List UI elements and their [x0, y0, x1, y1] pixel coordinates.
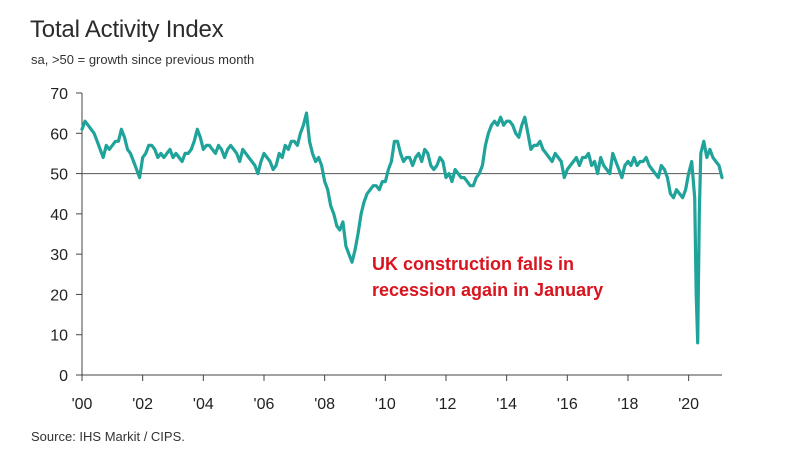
chart-annotation: UK construction falls in recession again… [372, 251, 672, 303]
x-tick-label: '12 [436, 396, 457, 413]
x-tick-label: '08 [314, 396, 335, 413]
annotation-line-1: UK construction falls in [372, 254, 575, 274]
x-tick-label: '00 [72, 396, 93, 413]
chart-subtitle: sa, >50 = growth since previous month [31, 52, 255, 67]
y-tick-label: 0 [59, 368, 68, 385]
chart-axes: 0 10 20 30 40 50 60 70 '00 '02 '04 '06 '08 '10 '12 '14 '… [50, 86, 722, 413]
x-tick-label: '06 [254, 396, 275, 413]
x-tick-label: '10 [375, 396, 396, 413]
y-tick-label: 70 [50, 86, 68, 103]
x-tick-label: '14 [496, 396, 517, 413]
y-tick-label: 60 [50, 126, 68, 143]
y-tick-label: 50 [50, 167, 68, 184]
chart-source: Source: IHS Markit / CIPS. [31, 429, 185, 444]
series-line-total-activity-index [80, 111, 724, 345]
series-group [80, 111, 724, 345]
x-tick-label: '20 [678, 396, 699, 413]
annotation-line-2: recession again in January [372, 280, 604, 300]
y-tick-label: 20 [50, 287, 68, 304]
y-tick-label: 10 [50, 328, 68, 345]
x-tick-label: '02 [132, 396, 153, 413]
x-tick-label: '16 [557, 396, 578, 413]
y-tick-label: 40 [50, 207, 68, 224]
chart-title: Total Activity Index [30, 16, 224, 43]
x-tick-label: '04 [193, 396, 214, 413]
y-tick-label: 30 [50, 247, 68, 264]
x-tick-label: '18 [618, 396, 639, 413]
